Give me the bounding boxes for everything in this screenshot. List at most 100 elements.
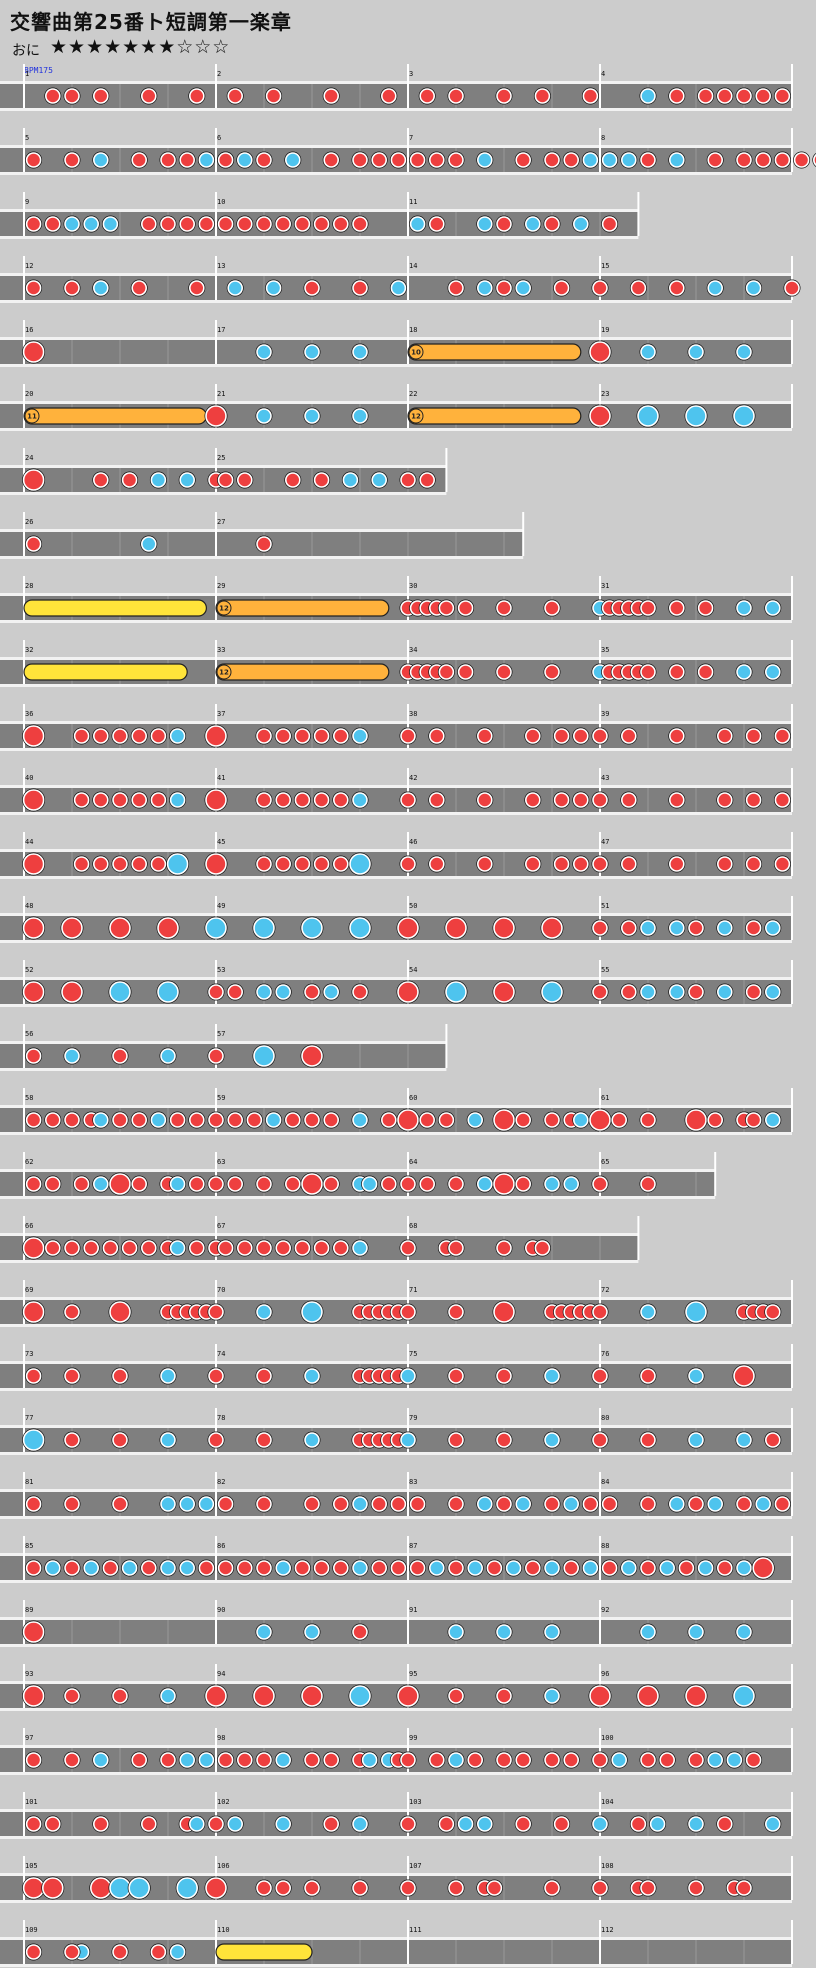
don-note [44, 1176, 61, 1192]
don-note [160, 1752, 176, 1768]
lane [0, 1684, 792, 1708]
don-note [572, 792, 589, 808]
measure-number: 57 [217, 1030, 225, 1038]
don-note [64, 280, 80, 296]
don-note [150, 1944, 167, 1960]
ka-note [476, 216, 493, 232]
don-note [428, 1752, 445, 1768]
don-note [640, 1368, 656, 1384]
don-note [476, 792, 493, 808]
measure-number: 110 [217, 1926, 230, 1934]
don-note [534, 1240, 551, 1256]
don-note [323, 1176, 340, 1192]
big-don-note [22, 917, 45, 939]
don-note [716, 856, 733, 872]
don-note [640, 1560, 656, 1576]
don-note [237, 1752, 253, 1768]
chart-row: 52 53 54 55 [0, 960, 793, 1007]
measure-number: 83 [409, 1478, 417, 1486]
don-note [592, 728, 608, 744]
don-note [496, 280, 512, 296]
don-note [640, 152, 656, 168]
don-note [313, 1560, 330, 1576]
big-don-note [205, 405, 227, 427]
don-note [524, 792, 541, 808]
measure-number: 42 [409, 774, 417, 782]
don-note [486, 1560, 503, 1576]
ka-note [160, 1496, 176, 1512]
don-note [774, 856, 791, 872]
measure-number: 28 [25, 582, 33, 590]
ka-note [256, 408, 272, 424]
don-note [93, 856, 109, 872]
don-note [515, 1752, 532, 1768]
don-note [716, 728, 733, 744]
don-note [524, 728, 541, 744]
don-note [332, 1240, 349, 1256]
don-note [400, 1304, 416, 1320]
ka-note [649, 1816, 666, 1832]
measure-number: 17 [217, 326, 225, 334]
measure-number: 86 [217, 1542, 225, 1550]
big-don-note [493, 917, 515, 939]
don-note [256, 1432, 272, 1448]
ka-note [352, 1240, 368, 1256]
measure-number: 22 [409, 390, 417, 398]
don-note [256, 1368, 272, 1384]
don-note [640, 1432, 656, 1448]
ka-note [476, 1176, 493, 1192]
don-note [112, 792, 128, 808]
ka-note [304, 1368, 320, 1384]
don-note [409, 152, 426, 168]
don-note [438, 664, 455, 680]
big-don-note [109, 1301, 131, 1323]
roll-head [216, 600, 232, 616]
don-note [265, 88, 282, 104]
measure-number: 10 [217, 198, 225, 206]
ka-note [544, 1624, 560, 1640]
don-note [208, 1048, 224, 1064]
big-don-note [61, 917, 83, 939]
song-title: 交響曲第25番ト短調第一楽章 [10, 10, 292, 34]
don-note [189, 1240, 205, 1256]
don-note [25, 1496, 42, 1512]
measure-number: 47 [601, 838, 609, 846]
don-note [304, 1112, 320, 1128]
don-note [400, 1816, 416, 1832]
measure-number: 95 [409, 1670, 417, 1678]
don-note [419, 472, 436, 488]
don-note [688, 984, 704, 1000]
measure-number: 12 [25, 262, 33, 270]
measure-number: 67 [217, 1222, 225, 1230]
don-note [64, 1688, 80, 1704]
ka-note [352, 1496, 368, 1512]
balloon-note [23, 663, 188, 681]
don-note [64, 1112, 80, 1128]
don-note [313, 216, 330, 232]
measure-number: 46 [409, 838, 417, 846]
don-note [515, 152, 532, 168]
don-note [217, 216, 234, 232]
don-note [764, 1432, 781, 1448]
ka-note [640, 920, 656, 936]
measure-number: 23 [601, 390, 609, 398]
drumroll-note [215, 663, 390, 681]
ka-note [476, 1496, 493, 1512]
don-note [160, 152, 176, 168]
don-note [813, 153, 816, 167]
don-note [332, 1496, 349, 1512]
measure-number: 1 [25, 70, 29, 78]
measure-number: 8 [601, 134, 605, 142]
balloon-note [215, 1943, 313, 1961]
measure-number: 89 [25, 1606, 33, 1614]
don-note [630, 280, 647, 296]
don-note [208, 1112, 224, 1128]
big-don-note [109, 917, 131, 939]
don-note [208, 1304, 224, 1320]
don-note [496, 600, 512, 616]
ka-note [93, 1112, 109, 1128]
big-ka-note [301, 1301, 323, 1323]
don-note [131, 728, 147, 744]
don-note [428, 216, 445, 232]
don-note [44, 1816, 61, 1832]
